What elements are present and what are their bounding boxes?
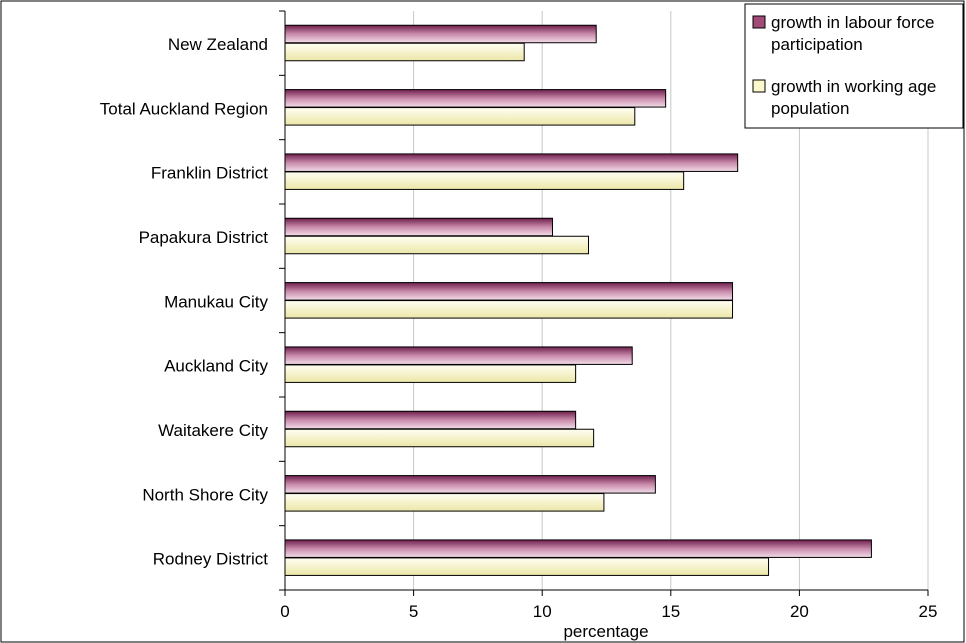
category-label: New Zealand	[168, 35, 268, 54]
bar-labour-force	[284, 89, 667, 108]
legend-label: population	[771, 99, 849, 118]
bar-working-age	[284, 107, 636, 126]
bar-labour-force	[284, 539, 872, 558]
bar-labour-force	[284, 282, 734, 301]
x-tick-label: 10	[533, 602, 552, 621]
category-label: Waitakere City	[158, 421, 268, 440]
bar-labour-force	[284, 217, 553, 237]
bar-working-age	[284, 364, 577, 383]
bar-working-age	[284, 428, 595, 448]
bar-working-age	[284, 42, 525, 62]
legend-label: growth in labour force	[771, 13, 934, 32]
bars	[284, 24, 872, 576]
bar-working-age	[284, 557, 770, 576]
x-tick-label: 25	[919, 602, 938, 621]
bar-working-age	[284, 171, 685, 190]
legend-swatch	[752, 15, 766, 29]
bar-working-age	[284, 300, 734, 319]
legend-label: participation	[771, 35, 863, 54]
x-tick-label: 0	[280, 602, 289, 621]
category-label: North Shore City	[142, 485, 268, 504]
category-label: Auckland City	[164, 357, 268, 376]
bar-labour-force	[284, 410, 577, 430]
legend-swatch	[752, 79, 766, 93]
category-label: Franklin District	[151, 164, 268, 183]
x-tick-label: 15	[661, 602, 680, 621]
legend-label: growth in working age	[771, 77, 936, 96]
axes	[279, 10, 929, 596]
bar-labour-force	[284, 475, 656, 494]
legend: growth in labour force participation growt…	[744, 3, 964, 129]
legend-box	[744, 3, 964, 129]
category-label: Total Auckland Region	[100, 99, 268, 118]
bar-labour-force	[284, 24, 597, 44]
x-axis-title: percentage	[563, 622, 648, 641]
bar-labour-force	[284, 346, 633, 365]
x-tick-label: 20	[790, 602, 809, 621]
labels: 0 5 10 15 20 25 New Zealand Total Auckland Regi…	[100, 35, 938, 621]
bar-labour-force	[284, 153, 739, 172]
category-label: Papakura District	[139, 228, 269, 247]
category-label: Manukau City	[164, 292, 268, 311]
bar-working-age	[284, 235, 589, 255]
bar-working-age	[284, 493, 605, 512]
category-label: Rodney District	[153, 550, 269, 569]
x-tick-label: 5	[409, 602, 418, 621]
